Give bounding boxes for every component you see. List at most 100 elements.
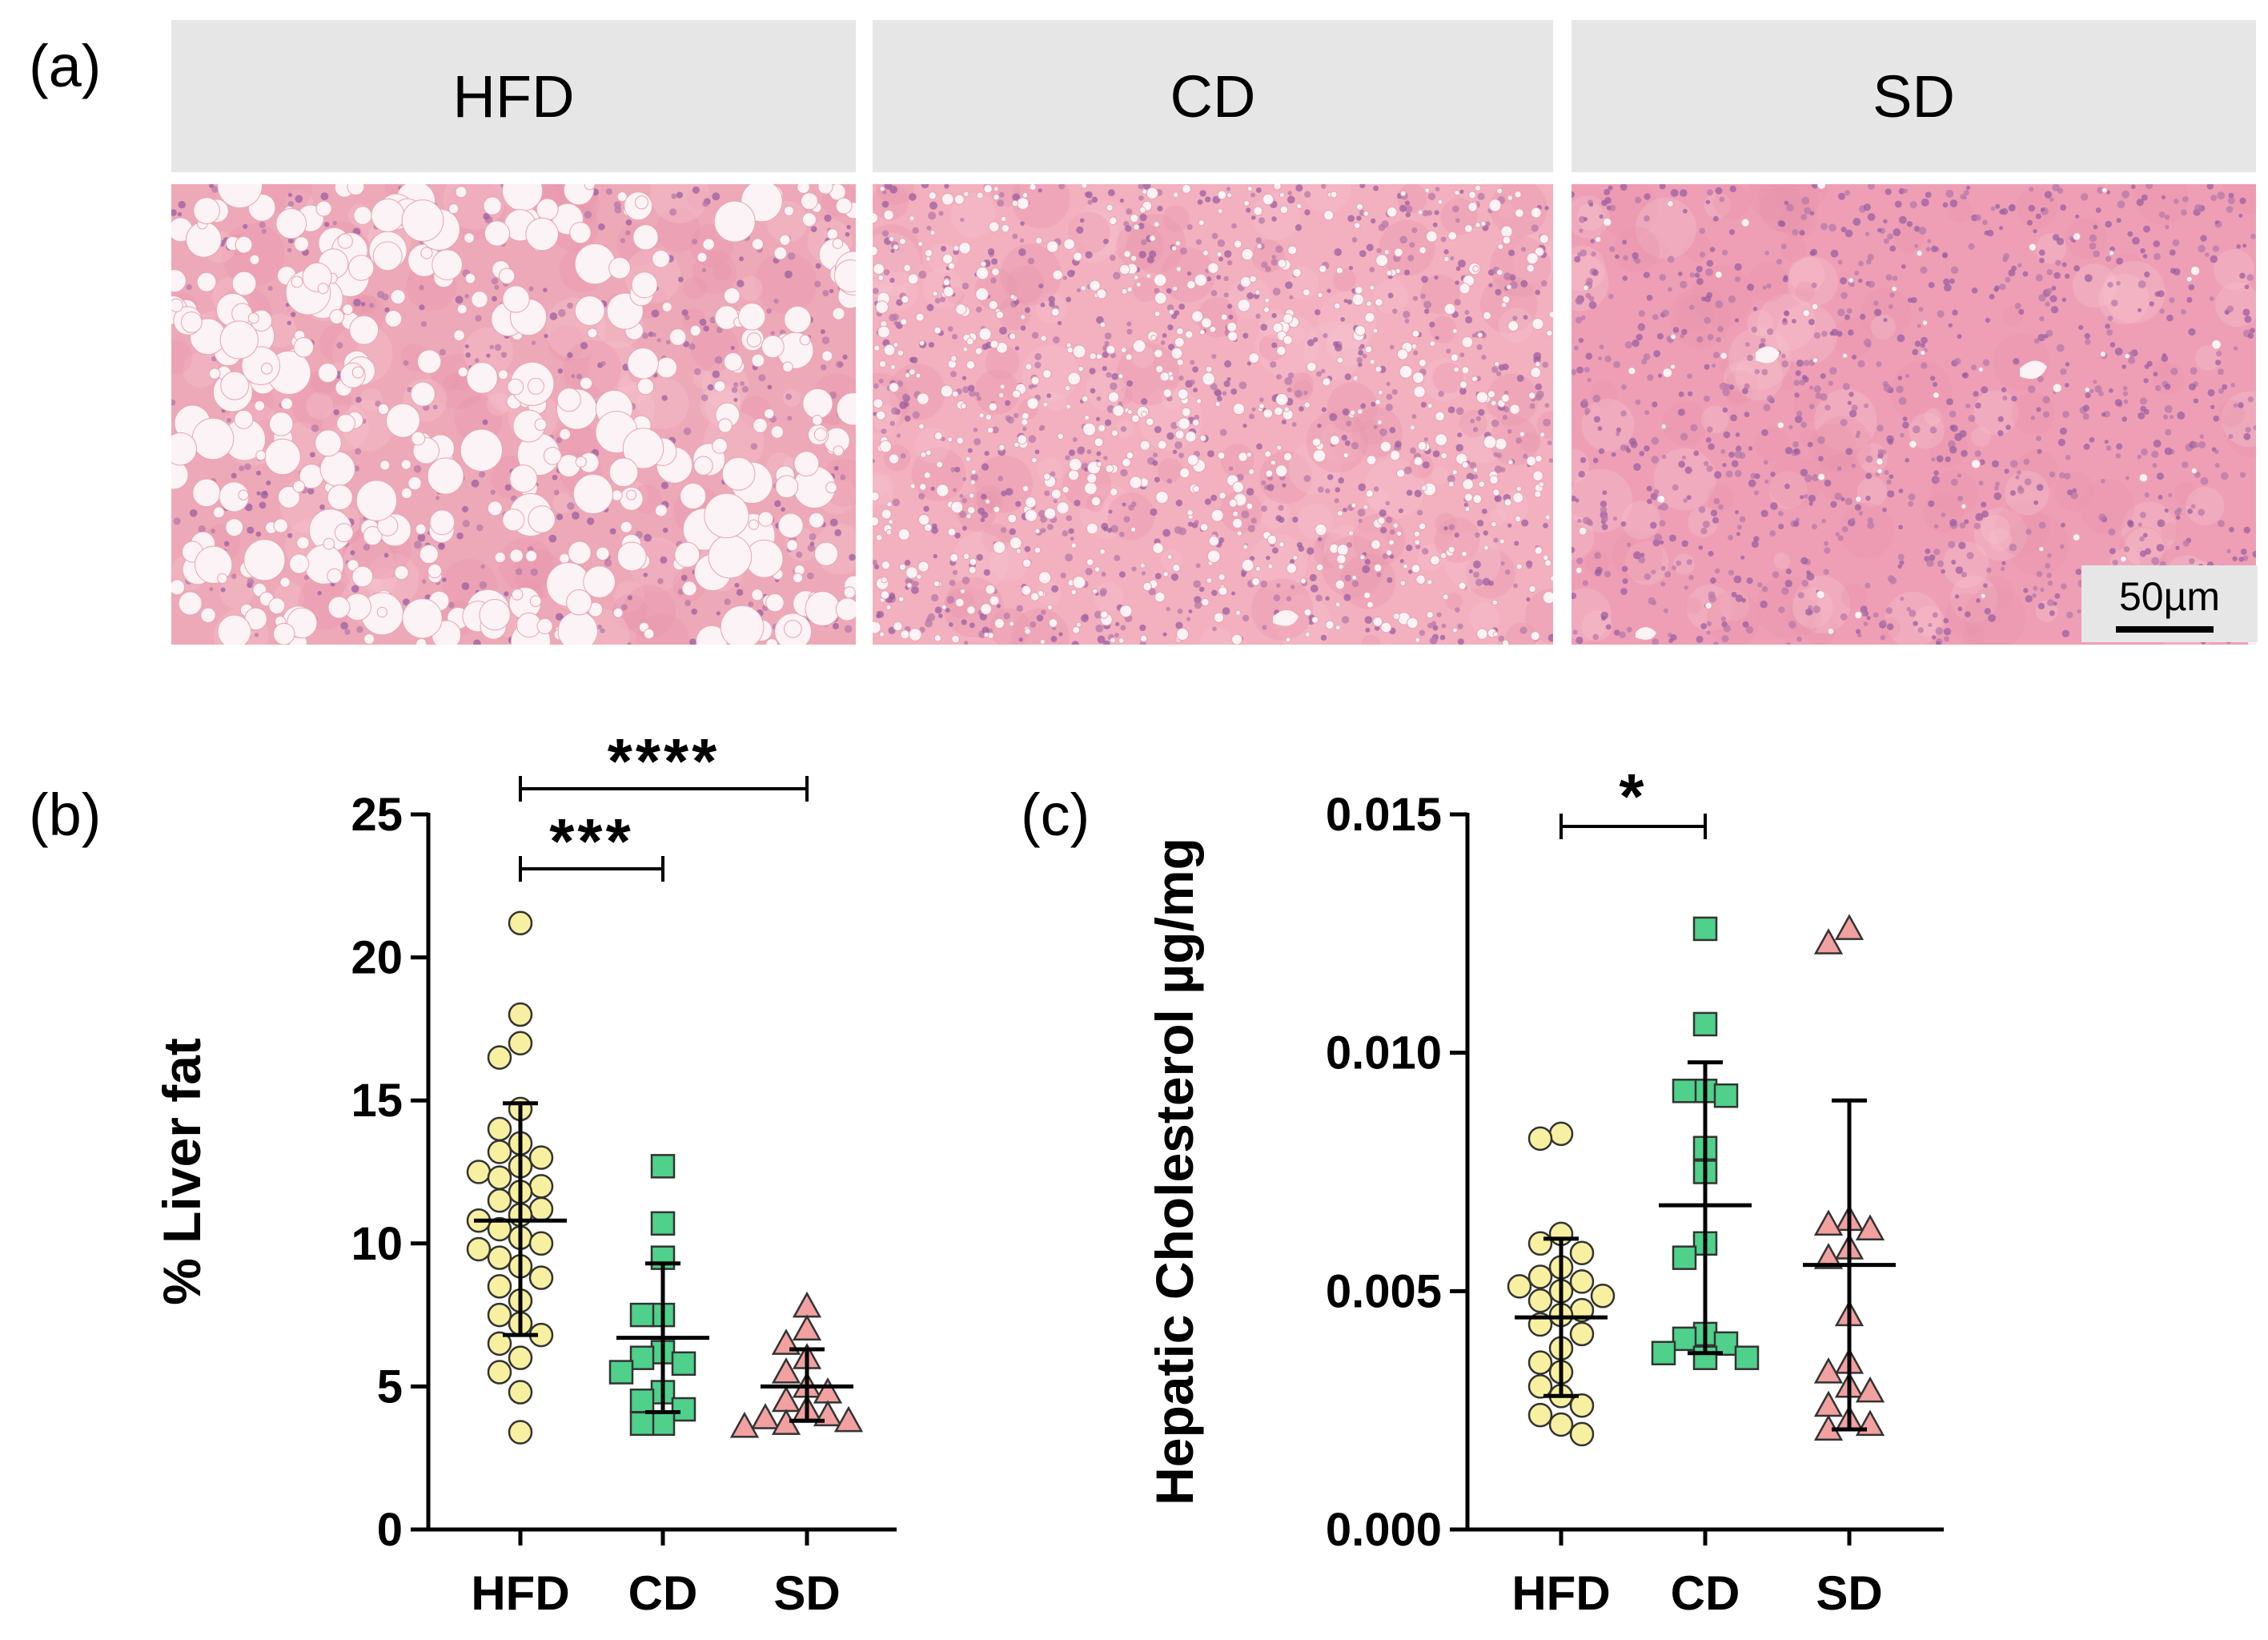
lipid-vacuole [801,212,817,227]
lipid-vacuole [460,428,504,472]
nucleus [671,193,677,199]
nucleus [845,231,850,237]
nucleus [1050,471,1056,477]
lipid-vacuole [291,275,303,288]
nucleus [1003,612,1010,620]
nucleus [964,641,969,645]
nucleus [1275,515,1283,522]
lipid-vacuole [363,633,375,645]
nucleus [1197,199,1203,205]
nucleus [1077,447,1085,456]
lipid-vacuole [534,418,548,432]
nucleus [1175,621,1183,629]
tissue-texture [487,393,510,416]
nucleus [332,220,337,226]
lipid-vacuole [713,200,756,243]
lipid-vacuole [509,549,524,563]
lipid-vacuole [797,184,811,195]
nucleus [668,208,677,216]
nucleus [950,467,956,472]
nucleus [303,574,310,581]
nucleus [1211,232,1218,239]
nucleus [287,200,294,207]
lipid-vacuole [385,403,420,438]
data-point-sd [1855,1376,1885,1403]
nucleus [566,501,575,510]
lipid-vacuole [334,523,354,543]
nucleus [814,280,821,287]
tissue-texture [1431,467,1449,484]
lipid-vacuole [783,205,795,216]
nucleus [1544,206,1549,211]
nucleus [977,507,985,515]
nucleus [937,613,943,618]
nucleus [731,387,738,393]
nucleus [625,230,631,235]
nucleus [1379,509,1387,517]
lipid-vacuole [220,371,250,400]
nucleus [712,370,721,379]
significance-label: * [1619,761,1647,832]
nucleus [1432,450,1440,458]
nucleus [809,533,817,541]
lipid-vacuole [813,541,839,566]
nucleus [724,598,731,605]
tissue-texture [782,388,801,407]
lipid-vacuole [777,512,804,539]
nucleus [1413,350,1419,356]
nucleus [702,200,709,207]
data-point-hfd [508,1002,533,1027]
lipid-vacuole [279,577,291,588]
nucleus [1223,292,1229,298]
nucleus [833,465,839,471]
nucleus [1162,529,1171,537]
nucleus [552,474,558,480]
nucleus [1455,280,1459,285]
nucleus [1391,388,1398,396]
nucleus [834,529,842,537]
lipid-vacuole [171,579,186,596]
nucleus [1052,336,1060,344]
lipid-vacuole [200,607,216,623]
data-point-hfd [508,1420,533,1445]
lipid-vacuole [536,617,553,635]
nucleus [494,344,502,352]
nucleus [660,556,668,564]
nucleus [692,186,700,194]
data-point-hfd [1527,1288,1553,1313]
lipid-vacuole [280,397,293,410]
tissue-texture [1251,578,1314,641]
nucleus [998,191,1005,198]
lipid-vacuole [704,492,749,539]
lipid-vacuole [833,445,845,456]
lipid-vacuole [587,328,598,339]
nucleus [959,511,967,518]
nucleus [881,230,889,237]
nucleus [820,329,825,335]
nucleus [656,338,661,343]
tissue-texture [713,261,733,281]
nucleus [1423,308,1430,315]
nucleus [1040,516,1047,523]
lipid-vacuole [765,637,778,645]
nucleus [504,591,509,597]
nucleus [1102,365,1107,372]
lipid-vacuole [255,450,267,461]
nucleus [475,315,482,322]
lipid-vacuole [773,246,788,260]
nucleus [1423,300,1432,309]
lipid-vacuole [632,224,659,251]
nucleus [1498,364,1505,371]
nucleus [247,526,255,534]
nucleus [878,378,884,384]
tissue-texture [1252,192,1301,240]
nucleus [976,553,983,561]
lipid-vacuole [420,247,433,259]
nucleus [1096,416,1101,421]
nucleus [259,221,266,228]
nucleus [604,559,612,567]
nucleus [822,290,829,297]
lipid-vacuole [464,272,476,284]
data-point-hfd [487,1116,512,1142]
lipid-vacuole [525,549,538,563]
